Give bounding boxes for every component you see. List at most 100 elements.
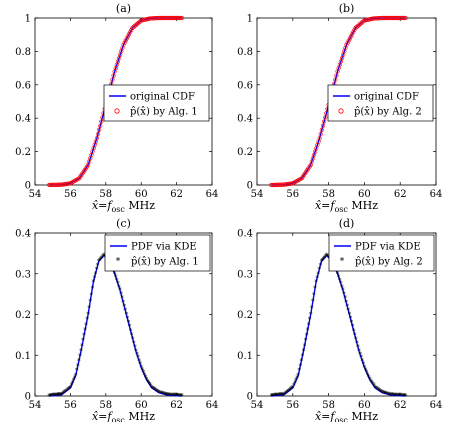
data-point: * [135,351,139,359]
data-point: * [386,391,390,399]
data-point [123,38,128,43]
plot-frame [34,17,213,186]
legend-marker-swatch: * [116,257,121,267]
data-point: * [151,385,155,393]
legend-box [103,84,210,122]
data-point: * [156,389,160,397]
data-point: * [306,327,310,335]
y-tick-label: 0.6 [15,80,31,91]
data-point: * [131,335,135,343]
data-point: * [289,386,293,394]
legend: original CDF p̂(x̂) by Alg. 1 [103,84,210,122]
data-point: * [126,315,130,323]
data-point: * [113,270,117,278]
data-point: * [300,357,304,365]
data-point: * [166,392,170,400]
data-point [95,131,101,137]
data-point: * [379,388,383,396]
legend-marker-swatch [114,108,120,114]
data-point: * [380,389,384,397]
data-point: * [345,303,349,311]
data-point [403,15,408,21]
data-point: * [115,277,119,285]
data-point: * [307,321,311,329]
y-tick-label: 0.2 [237,147,253,158]
x-tick-label: 54 [29,400,42,411]
data-point: * [128,323,132,331]
data-point [348,34,354,39]
data-point: * [49,392,53,400]
data-point: * [312,291,316,299]
data-point: * [125,311,129,319]
data-point: * [357,348,361,356]
data-point: * [367,374,371,382]
data-point: * [384,390,388,398]
data-point: * [114,274,118,282]
y-tick-label: 0.3 [237,269,253,280]
data-point: * [137,357,141,365]
data-point: * [170,392,174,400]
data-point: * [319,262,323,270]
x-tick-label: 62 [170,400,183,411]
data-point: * [139,364,143,372]
data-point: * [303,342,307,350]
data-point: * [285,389,289,397]
data-point: * [64,388,68,396]
data-point: * [68,385,72,393]
data-point: * [394,392,398,400]
data-point: * [176,392,180,400]
data-point: * [324,253,328,261]
data-point [319,127,324,132]
y-tick-label: 0.3 [15,269,31,280]
data-point: * [141,366,145,374]
data-point: * [295,375,299,383]
y-tick-label: 1 [25,14,31,25]
data-point: * [157,389,161,397]
data-point: * [70,382,74,390]
data-point: * [158,390,162,398]
x-tick-label: 62 [170,189,183,200]
data-point: * [356,344,360,352]
data-point: * [283,390,287,398]
data-point: * [112,268,116,276]
data-point: * [153,386,157,394]
y-tick-label: 0.1 [15,351,31,362]
data-point: * [368,376,372,384]
data-point: * [270,393,274,401]
data-point: * [385,390,389,398]
x-tick-label: 58 [99,189,112,200]
data-point: * [310,304,314,312]
data-point: * [163,391,167,399]
data-point: * [96,262,100,270]
x-axis-label: x̂=fosc MHz [92,199,155,214]
data-point: * [366,371,370,379]
data-point: * [51,392,55,400]
data-point: * [284,390,288,398]
data-point: * [338,277,342,285]
data-point: * [136,354,140,362]
legend-label: p̂(x̂) by Alg. 2 [354,107,422,118]
data-point: * [361,357,365,365]
data-point [323,115,328,120]
data-point: * [347,307,351,315]
data-point: * [72,377,76,385]
data-point: * [302,348,306,356]
data-point [333,77,338,82]
data-point [110,77,115,82]
data-point: * [86,311,90,319]
data-point: * [48,392,52,400]
data-point: * [398,392,402,400]
data-point: * [74,372,78,380]
data-point: * [59,391,63,399]
data-point: * [350,319,354,327]
data-point: * [94,270,98,278]
data-point: * [353,331,357,339]
data-point: * [304,337,308,345]
data-point [179,15,185,21]
data-point: * [65,387,69,395]
data-point: * [164,391,168,399]
data-point: * [323,254,327,262]
data-point: * [340,283,344,291]
data-point: * [147,379,151,387]
